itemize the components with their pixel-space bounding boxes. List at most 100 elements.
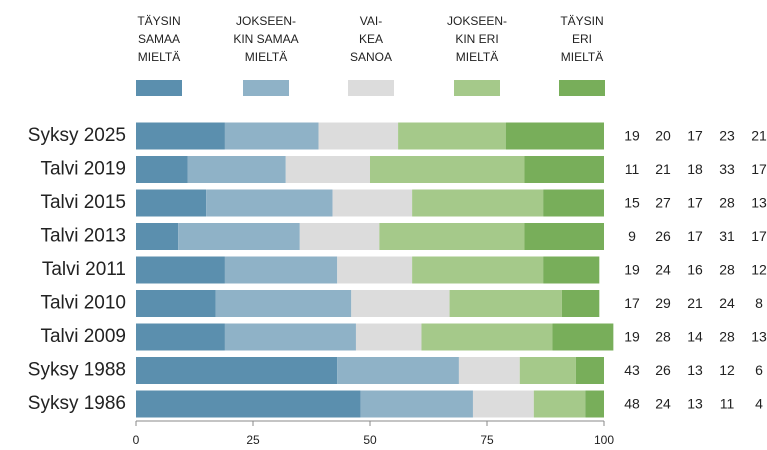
value-label: 21 [687, 295, 703, 311]
x-tick-label: 25 [246, 433, 260, 447]
value-label: 11 [625, 161, 640, 177]
value-label: 23 [719, 128, 735, 144]
x-tick-label: 50 [363, 433, 377, 447]
bar-segment [458, 357, 520, 384]
legend-swatch [136, 80, 182, 96]
value-label: 21 [655, 161, 671, 177]
value-label: 28 [719, 262, 735, 278]
bar-segment [136, 323, 225, 351]
y-tick-label: Talvi 2013 [40, 226, 126, 247]
value-label: 33 [719, 161, 735, 177]
bar-segment [449, 290, 562, 317]
bar-segment [187, 156, 286, 183]
value-label: 17 [751, 228, 767, 244]
value-label: 29 [655, 295, 671, 311]
legend-label: VAI- KEA SANOA [349, 14, 392, 64]
value-label: 9 [628, 228, 636, 244]
y-tick-label: Talvi 2010 [40, 293, 126, 314]
bar-segment [136, 223, 179, 250]
value-label: 8 [755, 295, 763, 311]
value-label: 17 [687, 128, 703, 144]
bar-segment [178, 223, 300, 250]
bar-segment [472, 390, 534, 418]
legend-label: TÄYSIN ERI MIELTÄ [560, 14, 604, 64]
bar-segment [519, 357, 576, 384]
bar-segment [136, 122, 225, 150]
value-label: 31 [719, 228, 735, 244]
bar-segment [337, 256, 413, 284]
value-label: 19 [624, 128, 640, 144]
y-tick-label: Talvi 2011 [42, 259, 126, 280]
bar-segment [285, 156, 370, 183]
bar-segment [215, 290, 352, 317]
value-label: 17 [687, 228, 703, 244]
value-label: 27 [655, 195, 671, 211]
bar-segment [136, 156, 188, 183]
legend-swatch [243, 80, 289, 96]
bar-segment [561, 290, 600, 317]
y-tick-label: Talvi 2019 [40, 159, 126, 180]
legend-label: JOKSEEN- KIN SAMAA MIELTÄ [233, 14, 299, 64]
legend-swatch [454, 80, 500, 96]
bar-segment [351, 290, 450, 317]
value-label: 17 [751, 161, 767, 177]
value-label: 17 [687, 195, 703, 211]
value-label: 16 [687, 262, 703, 278]
value-label: 26 [655, 362, 671, 378]
bar-segment [318, 122, 399, 150]
bar-segment [206, 189, 333, 217]
bar-segment [533, 390, 586, 418]
value-label: 28 [719, 195, 735, 211]
value-label: 24 [719, 295, 735, 311]
x-tick-label: 75 [480, 433, 494, 447]
bar-segment [505, 122, 604, 150]
bar-segment [355, 323, 422, 351]
value-label: 48 [624, 396, 640, 412]
bar-segment [224, 323, 356, 351]
value-label: 11 [720, 396, 735, 412]
bar-segment [370, 156, 525, 183]
value-label: 24 [655, 396, 671, 412]
value-label: 17 [624, 295, 640, 311]
bar-segment [575, 357, 604, 384]
bar-segment [552, 323, 614, 351]
value-label: 19 [624, 262, 640, 278]
bar-segment [412, 256, 544, 284]
value-label: 4 [755, 396, 763, 412]
x-tick-label: 0 [133, 433, 140, 447]
y-tick-label: Syksy 1988 [28, 360, 126, 381]
x-tick-label: 100 [594, 433, 614, 447]
bar-segment [136, 290, 216, 317]
value-label: 13 [687, 362, 703, 378]
value-label: 21 [751, 128, 767, 144]
value-label: 13 [687, 396, 703, 412]
y-tick-label: Syksy 2025 [28, 125, 126, 146]
value-label: 14 [687, 329, 703, 345]
value-label: 28 [719, 329, 735, 345]
value-label: 19 [624, 329, 640, 345]
y-tick-label: Talvi 2015 [40, 192, 126, 213]
legend-swatch [559, 80, 605, 96]
legend-swatch [348, 80, 394, 96]
legend-label: JOKSEEN- KIN ERI MIELTÄ [446, 14, 507, 64]
value-label: 12 [719, 362, 735, 378]
bar-segment [136, 357, 338, 384]
bar-segment [421, 323, 553, 351]
bar-segment [398, 122, 506, 150]
bar-segment [412, 189, 544, 217]
value-label: 20 [655, 128, 671, 144]
bar-segment [337, 357, 459, 384]
bar-segment [224, 122, 319, 150]
bar-segment [299, 223, 380, 250]
bar-segment [524, 223, 604, 250]
value-label: 13 [751, 195, 767, 211]
bar-segment [585, 390, 604, 418]
bar-segment [543, 189, 604, 217]
bar-segment [136, 256, 225, 284]
bar-segment [379, 223, 525, 250]
value-label: 13 [751, 329, 767, 345]
bar-segment [136, 390, 361, 418]
bar-segment [524, 156, 604, 183]
